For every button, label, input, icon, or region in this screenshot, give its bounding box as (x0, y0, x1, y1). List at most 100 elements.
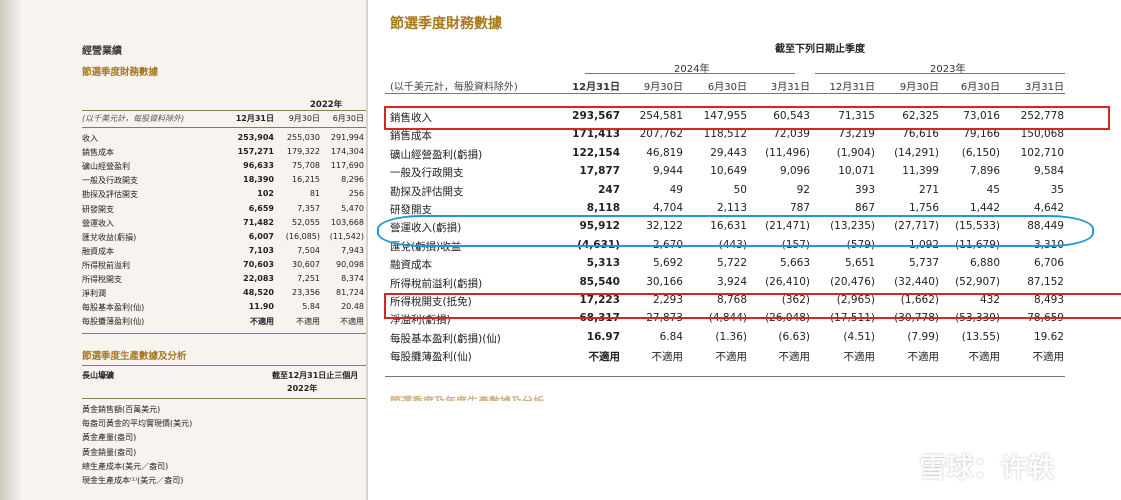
snowball-logo-icon (879, 452, 909, 482)
left-table-row: 所得稅前溢利 70,603 30,607 90,098 (82, 259, 366, 272)
row-value: 17,877 (579, 165, 620, 178)
table-row: 礦山經營盈利(虧損) 122,154 46,819 29,443 (11,496) (1,… (390, 147, 1070, 163)
row-value: 不適用 (907, 351, 940, 364)
row-value: 393 (854, 183, 875, 196)
left-row-value: 253,904 (237, 133, 274, 142)
table-row: 銷售收入 293,567 254,581 147,955 60,543 71,315 62,… (390, 110, 1070, 126)
left-row-label: 銷售成本 (82, 148, 114, 158)
mine-name: 長山壕礦 (82, 371, 114, 380)
left-table-row: 淨利潤 48,520 23,356 81,724 (82, 288, 366, 300)
left-row-value: 103,668 (330, 217, 364, 227)
year-2024-label: 2024年 (674, 64, 710, 75)
production-row: 現金生產成本⁽¹⁾(美元／盎司) 642 (82, 475, 366, 487)
row-value: 不適用 (588, 351, 621, 364)
row-value: 2,113 (716, 202, 747, 214)
row-value: 4,642 (1033, 202, 1064, 214)
row-value: (26,410) (765, 275, 810, 288)
row-value: 72,039 (773, 128, 810, 141)
left-col-header: 6月30日 (332, 114, 364, 123)
row-value: 16.97 (586, 330, 620, 343)
left-row-value: 174,304 (330, 147, 364, 157)
left-row-value: 20.48 (341, 302, 364, 312)
row-value: 8,118 (586, 202, 620, 214)
left-row-value: 7,251 (297, 274, 320, 283)
row-value: 1,756 (908, 202, 939, 214)
production-label: 黃金銷量(盎司) (82, 447, 137, 457)
row-value: (1,904) (836, 146, 875, 159)
row-value: 293,567 (572, 110, 620, 122)
left-production-rule (82, 398, 366, 399)
row-value: 3,924 (716, 275, 747, 288)
row-value: 867 (854, 202, 875, 214)
row-value: 46,819 (646, 146, 683, 159)
row-value: (4,631) (577, 238, 620, 251)
row-value: (1.36) (715, 330, 747, 343)
left-table-row: 勘探及評估開支 102 81 256 (82, 189, 366, 201)
column-header: 12月31日 (572, 82, 620, 93)
left-table-bottom-rule (82, 333, 366, 334)
row-value: 5,722 (716, 257, 747, 270)
left-row-value: 90,098 (336, 259, 364, 269)
left-row-value: 70,603 (243, 259, 274, 269)
period-header: 截至下列日期止季度 (775, 44, 865, 55)
row-value: 118,512 (703, 128, 747, 141)
row-value: 30,166 (646, 275, 683, 288)
left-row-value: 256 (348, 189, 364, 199)
left-header-rule (82, 127, 366, 128)
left-heading: 經營業績 (82, 46, 122, 57)
production-value: 38,134 (300, 432, 366, 441)
row-value: (11,496) (765, 146, 810, 159)
left-row-value: 23,356 (292, 288, 320, 298)
left-table-row: 融資成本 7,103 7,504 7,943 (82, 245, 366, 258)
page-title: 節選季度財務數據 (390, 16, 502, 32)
left-production-rule (82, 365, 366, 366)
highlight-income-tax (384, 293, 1121, 319)
column-header: 9月30日 (899, 82, 939, 93)
row-value: 5,692 (652, 257, 683, 270)
left-row-value: 8,296 (341, 175, 364, 185)
table-row: 匯兌(虧損)收益 (4,631) 2,670 (443) (157) (579) 1,092… (390, 239, 1070, 255)
row-value: 102,710 (1020, 146, 1064, 159)
column-header: 12月31日 (829, 82, 875, 93)
row-value: (7.99) (907, 330, 939, 343)
left-row-value: 7,103 (248, 245, 274, 255)
left-row-value: 不適用 (250, 317, 274, 327)
next-section-heading: 節選季度及年度生產數據及分析 (390, 393, 544, 401)
column-header: 6月30日 (707, 82, 747, 93)
row-value: 87,152 (1027, 275, 1064, 288)
row-label: 礦山經營盈利(虧損) (390, 148, 483, 161)
row-value: (13.55) (961, 330, 1000, 343)
watermark: 雪球：许轶 (878, 446, 1054, 485)
left-row-value: 22,083 (243, 274, 274, 283)
left-row-value: 18,390 (243, 175, 274, 185)
left-col-header: 9月30日 (288, 114, 320, 123)
row-value: 9,584 (1033, 165, 1064, 178)
row-label: 研發開支 (390, 204, 432, 216)
left-row-value: 6,007 (248, 231, 274, 241)
row-value: 16,631 (710, 220, 747, 233)
production-row: 黃金銷量(盎司) 36,948 (82, 447, 366, 459)
left-row-label: 研發開支 (82, 204, 114, 214)
table-row: 所得稅開支(抵免) 17,223 2,293 8,768 (362) (2,965) (1,… (390, 294, 1070, 310)
row-value: 19.62 (1033, 330, 1064, 343)
left-col-header: 12月31日 (235, 114, 274, 123)
row-value: 不適用 (715, 351, 748, 364)
row-value: 5,663 (779, 257, 810, 270)
left-row-value: 8,374 (341, 274, 364, 283)
left-row-label: 每股基本盈利(仙) (82, 303, 145, 313)
left-table-row: 所得稅開支 22,083 7,251 8,374 (82, 274, 366, 286)
table-row: 銷售成本 171,413 207,762 118,512 72,039 73,219 76,… (390, 128, 1070, 144)
left-row-value: 291,994 (330, 133, 364, 142)
table-row: 每股攤薄盈利(仙) 不適用 不適用 不適用 不適用 不適用 不適用 不適用 不適用 (390, 349, 1070, 365)
row-value: (157) (781, 238, 810, 251)
row-value: 432 (979, 294, 1000, 306)
row-value: (579) (846, 238, 875, 251)
left-row-value: 81 (309, 189, 320, 199)
row-label: 所得稅前溢利(虧損) (390, 277, 483, 290)
row-value: 6.84 (659, 330, 683, 343)
row-value: 6,706 (1033, 257, 1064, 270)
left-row-value: 不適用 (296, 317, 320, 327)
row-value: 271 (918, 183, 939, 196)
row-value: 92 (796, 183, 810, 196)
row-value: 7,896 (969, 165, 1000, 178)
